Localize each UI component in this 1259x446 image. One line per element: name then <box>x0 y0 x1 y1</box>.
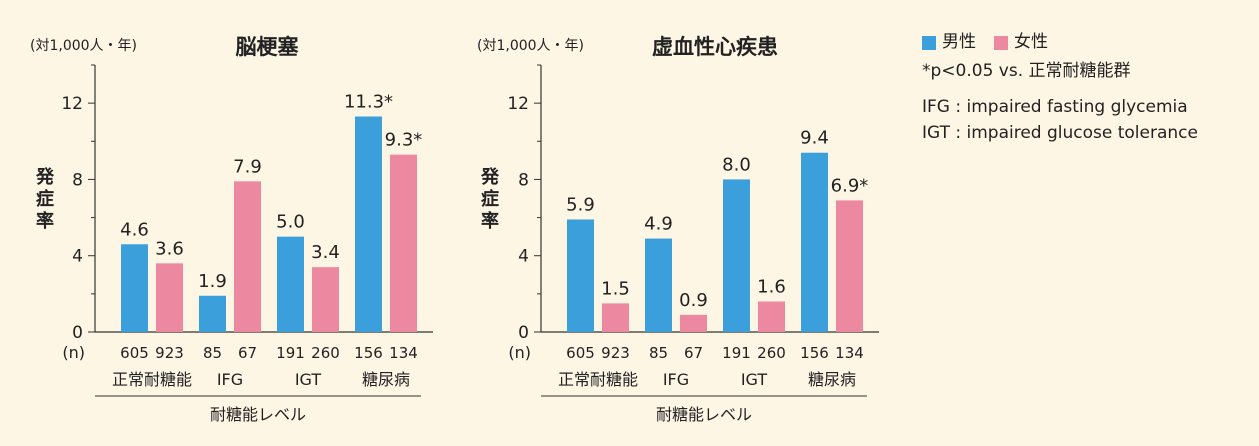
legend-series: 男性 女性 <box>922 30 1198 56</box>
n-value: 605 <box>566 344 595 362</box>
bar-female <box>758 301 785 332</box>
y-tick-label: 8 <box>72 170 83 190</box>
bar-female <box>602 303 629 332</box>
y-tick-label: 0 <box>72 323 83 343</box>
n-value: 156 <box>354 344 383 362</box>
data-label: 1.6 <box>757 276 786 297</box>
data-label: 7.9 <box>233 156 262 177</box>
bar-male <box>121 244 148 332</box>
n-value: 67 <box>684 344 703 362</box>
bar-male <box>645 238 672 332</box>
chart-title: 虚血性心疾患 <box>652 35 778 59</box>
abbreviations: IFG : impaired fasting glycemia IGT : im… <box>922 96 1198 148</box>
n-value: 605 <box>120 344 149 362</box>
data-label: 5.0 <box>276 212 305 233</box>
n-value: 134 <box>835 344 864 362</box>
n-value: 67 <box>238 344 257 362</box>
bar-male <box>277 236 304 332</box>
y-tick-label: 4 <box>518 247 529 267</box>
x-axis-label: 耐糖能レベル <box>656 405 752 424</box>
y-axis-label: 率 <box>36 210 54 232</box>
data-label: 3.6 <box>155 238 184 259</box>
category-label: 糖尿病 <box>362 370 410 389</box>
data-label: 3.4 <box>311 242 340 263</box>
data-label: 4.9 <box>644 214 673 235</box>
y-axis-label: 症 <box>481 188 499 210</box>
bar-female <box>680 314 707 332</box>
bar-male <box>199 295 226 332</box>
n-value: 191 <box>276 344 305 362</box>
bar-female <box>234 181 261 332</box>
n-value: 260 <box>311 344 340 362</box>
category-label: 正常耐糖能 <box>558 370 638 389</box>
chart-title: 脳梗塞 <box>236 35 300 59</box>
data-label: 9.3* <box>385 130 423 151</box>
unit-label: (対1,000人・年) <box>477 38 584 54</box>
category-label: IFG <box>663 370 689 389</box>
data-label: 8.0 <box>722 154 751 175</box>
legend-male-label: 男性 <box>942 32 976 53</box>
male-swatch <box>922 36 936 50</box>
y-tick-label: 12 <box>507 94 529 114</box>
n-value: 156 <box>800 344 829 362</box>
category-label: IGT <box>741 370 768 389</box>
data-label: 9.4 <box>800 128 829 149</box>
n-value: 85 <box>203 344 222 362</box>
y-tick-label: 12 <box>61 94 83 114</box>
female-swatch <box>994 36 1008 50</box>
y-axis-label: 発 <box>480 166 500 188</box>
data-label: 0.9 <box>679 290 708 311</box>
bar-male <box>723 179 750 332</box>
category-label: IFG <box>217 370 243 389</box>
legend: 男性 女性 *p<0.05 vs. 正常耐糖能群 IFG : impaired … <box>922 30 1198 148</box>
n-value: 923 <box>601 344 630 362</box>
data-label: 5.9 <box>566 194 595 215</box>
significance-note: *p<0.05 vs. 正常耐糖能群 <box>922 61 1131 81</box>
y-axis-label: 症 <box>36 188 54 210</box>
y-tick-label: 8 <box>518 170 529 190</box>
abbr-igt: IGT : impaired glucose tolerance <box>922 122 1198 143</box>
category-label: IGT <box>295 370 322 389</box>
y-tick-label: 4 <box>72 247 83 267</box>
data-label: 1.5 <box>601 278 630 299</box>
y-axis-label: 率 <box>481 210 499 232</box>
n-value: 260 <box>757 344 786 362</box>
bar-male <box>567 219 594 332</box>
bar-male <box>801 152 828 332</box>
n-label: (n) <box>508 343 531 362</box>
n-label: (n) <box>62 343 85 362</box>
data-label: 1.9 <box>198 271 227 292</box>
data-label: 4.6 <box>120 219 149 240</box>
data-label: 6.9* <box>831 175 869 196</box>
legend-female-label: 女性 <box>1014 32 1048 53</box>
category-label: 正常耐糖能 <box>112 370 192 389</box>
bar-female <box>836 200 863 332</box>
abbr-ifg: IFG : impaired fasting glycemia <box>922 96 1188 117</box>
n-value: 134 <box>389 344 418 362</box>
y-axis-label: 発 <box>35 166 55 188</box>
n-value: 191 <box>722 344 751 362</box>
unit-label: (対1,000人・年) <box>30 38 137 54</box>
bar-male <box>355 116 382 332</box>
category-label: 糖尿病 <box>808 370 856 389</box>
bar-female <box>156 263 183 332</box>
y-tick-label: 0 <box>518 323 529 343</box>
bar-female <box>390 154 417 332</box>
n-value: 85 <box>649 344 668 362</box>
n-value: 923 <box>155 344 184 362</box>
bar-female <box>312 267 339 332</box>
data-label: 11.3* <box>344 91 393 112</box>
x-axis-label: 耐糖能レベル <box>210 405 306 424</box>
